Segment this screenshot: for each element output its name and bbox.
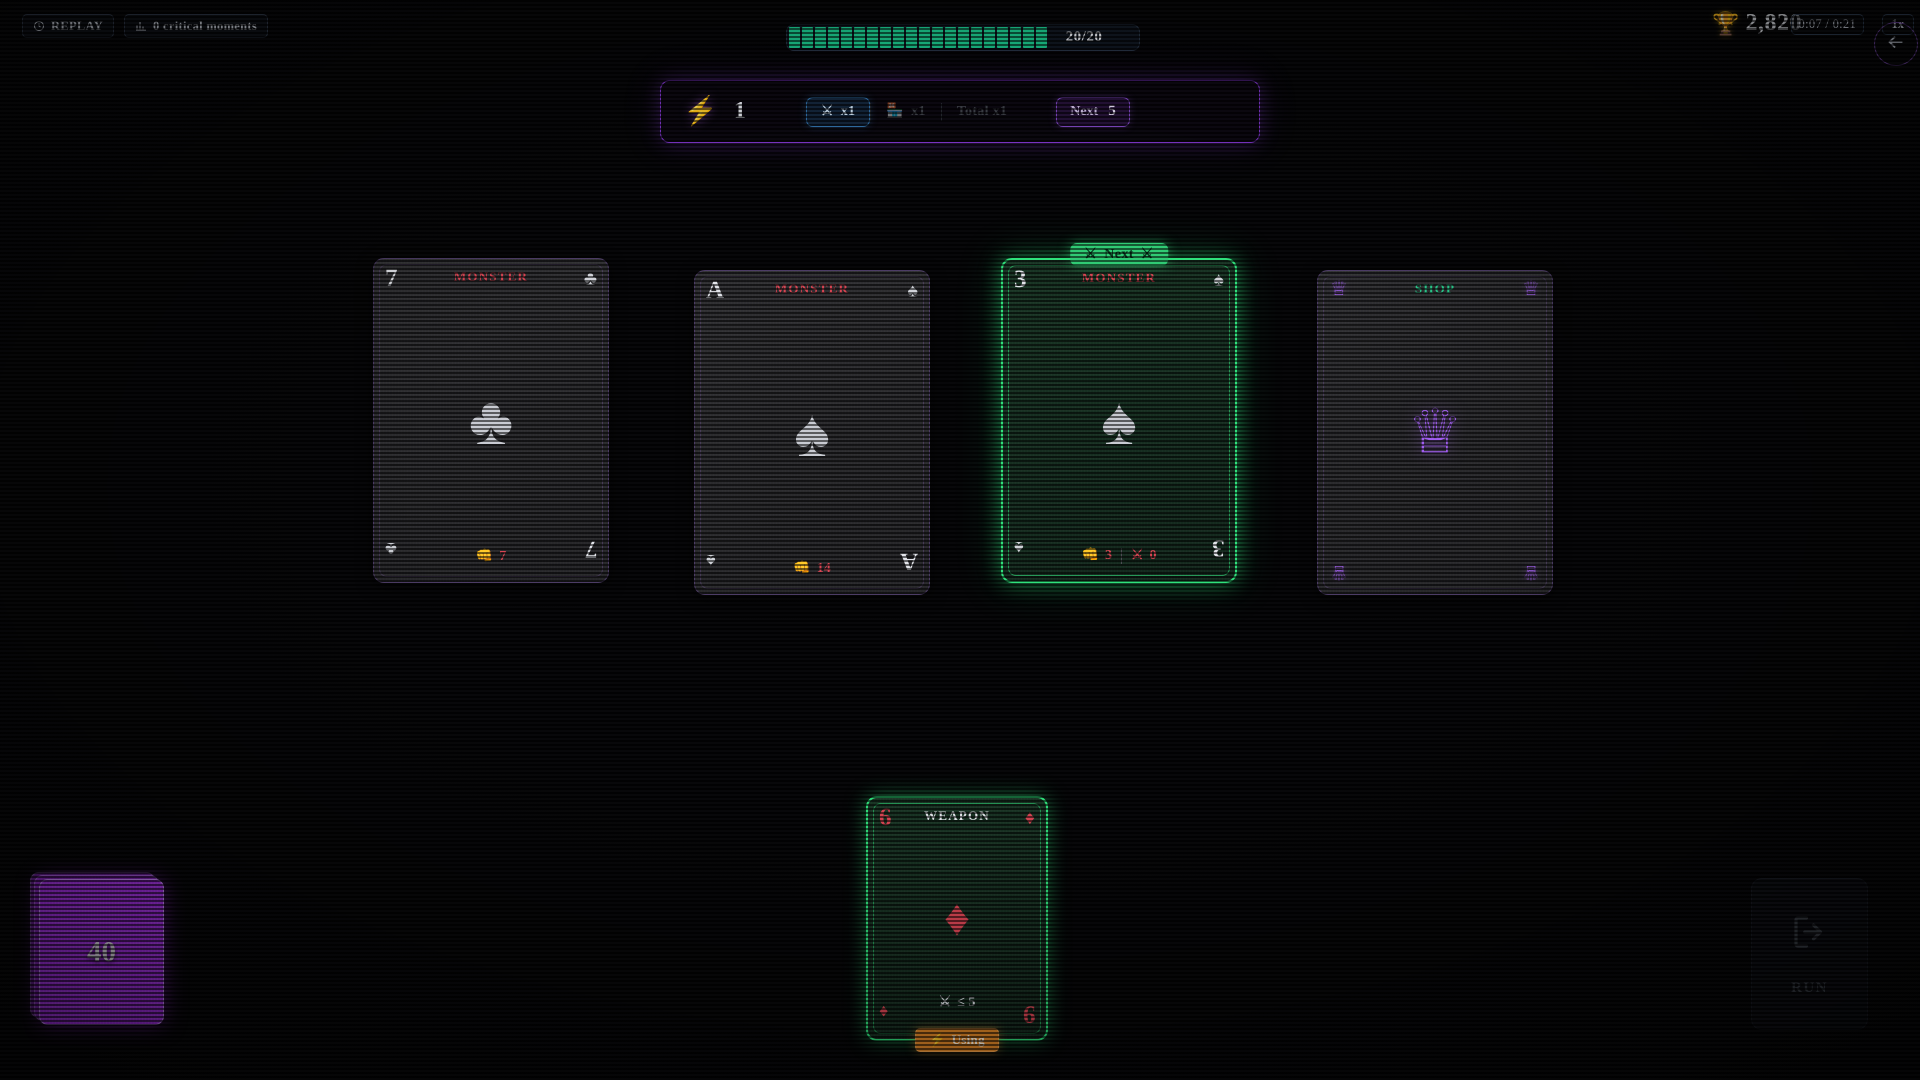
crown-icon: ♕ bbox=[1407, 398, 1463, 467]
divider bbox=[1120, 547, 1122, 564]
lightning-bolt-icon: ⚡ bbox=[929, 1032, 946, 1047]
weapon-using-badge: ⚡ Using bbox=[915, 1028, 999, 1052]
multiplier-slot-combat-label: x1 bbox=[840, 103, 856, 119]
fist-damage-icon: 👊 bbox=[475, 549, 494, 564]
health-segment bbox=[841, 27, 852, 48]
health-segment bbox=[945, 27, 956, 48]
room-card-1[interactable]: 7 MONSTER ♣ ♣ ♣ 7 👊 7 bbox=[373, 258, 609, 583]
run-label: RUN bbox=[1791, 980, 1828, 996]
health-segment bbox=[828, 27, 839, 48]
health-segment bbox=[971, 27, 982, 48]
score-group: 🏆 2,820 bbox=[1712, 10, 1802, 37]
next-multiplier-label: Next bbox=[1070, 103, 1099, 119]
fist-damage-icon: 👊 bbox=[1081, 548, 1099, 563]
card-stats: 👊 7 bbox=[374, 548, 608, 565]
fist-damage-icon: 👊 bbox=[793, 561, 811, 576]
top-left-buttons: REPLAY 0 critical moments bbox=[22, 14, 269, 38]
room-card-3[interactable]: ⚔ Next ⚔ 3 MONSTER ♠ ♠ ♠ 3 👊 3 ⚔ 0 bbox=[1001, 243, 1237, 583]
multiplier-slot-total: Total x1 bbox=[942, 97, 1023, 127]
health-segment bbox=[867, 27, 878, 48]
sword-icon: ⚔ bbox=[938, 995, 952, 1010]
next-multiplier-slot[interactable]: Next 5 bbox=[1056, 96, 1130, 127]
health-bar-fill bbox=[787, 25, 1047, 50]
multiplier-slot-shop[interactable]: 🏪 x1 bbox=[871, 97, 940, 127]
health-segment bbox=[802, 27, 813, 48]
clock-icon bbox=[33, 20, 45, 32]
multiplier-slots: ⚔ x1 🏪 x1 Total x1 bbox=[805, 96, 1023, 127]
weapon-stats: ⚔ ≤ 5 bbox=[868, 994, 1046, 1011]
health-segment bbox=[1010, 27, 1021, 48]
health-bar: 20/20 bbox=[786, 24, 1140, 51]
multiplier-slot-shop-label: x1 bbox=[911, 103, 926, 119]
deck-stack[interactable]: 40 bbox=[30, 872, 166, 1032]
spades-icon: ♠ bbox=[1100, 382, 1138, 459]
critical-moments-button[interactable]: 0 critical moments bbox=[124, 14, 269, 38]
run-button[interactable]: RUN bbox=[1751, 878, 1868, 1030]
multiplier-bolt-value: 1 bbox=[733, 98, 746, 124]
room-card-2[interactable]: A MONSTER ♠ ♠ ♠ A 👊 14 bbox=[694, 270, 930, 595]
card-stats: 👊 3 ⚔ 0 bbox=[1003, 547, 1235, 564]
lightning-bolt-icon: ⚡ bbox=[683, 95, 718, 127]
clubs-icon: ♣ bbox=[468, 382, 514, 459]
health-segment bbox=[984, 27, 995, 48]
card-stats: 👊 14 bbox=[695, 560, 929, 577]
exit-arrow-icon bbox=[1789, 911, 1831, 958]
health-segment bbox=[854, 27, 865, 48]
health-segment bbox=[932, 27, 943, 48]
card-weapon-value: 0 bbox=[1149, 547, 1157, 563]
health-segment bbox=[893, 27, 904, 48]
deck-count: 40 bbox=[87, 935, 116, 968]
health-segment bbox=[880, 27, 891, 48]
health-bar-text: 20/20 bbox=[1065, 29, 1103, 45]
weapon-limit-value: ≤ 5 bbox=[957, 994, 976, 1010]
spades-icon: ♠ bbox=[793, 394, 831, 471]
health-segment bbox=[958, 27, 969, 48]
multiplier-slot-total-label: Total x1 bbox=[956, 103, 1008, 119]
health-segment bbox=[997, 27, 1008, 48]
top-bar: REPLAY 0 critical moments 20/20 🏆 2,820 … bbox=[0, 0, 1920, 66]
weapon-card[interactable]: 6 WEAPON ♦ ♦ ♦ 9 ⚔ ≤ 5 ⚡ Using bbox=[866, 796, 1048, 1052]
shop-house-icon: 🏪 bbox=[886, 104, 905, 119]
back-arrow-icon bbox=[1885, 31, 1907, 58]
weapon-using-label: Using bbox=[951, 1032, 985, 1047]
bar-chart-icon bbox=[135, 20, 147, 32]
next-multiplier-value: 5 bbox=[1108, 103, 1116, 119]
health-segment bbox=[919, 27, 930, 48]
sword-icon: ⚔ bbox=[1130, 548, 1144, 563]
trophy-icon: 🏆 bbox=[1712, 10, 1740, 36]
timer-display: 0:07 / 0:21 bbox=[1790, 14, 1864, 35]
card-damage-value: 3 bbox=[1104, 547, 1112, 563]
card-damage-value: 7 bbox=[499, 548, 507, 564]
replay-button[interactable]: REPLAY bbox=[22, 14, 115, 38]
health-segment bbox=[815, 27, 826, 48]
card-damage-value: 14 bbox=[816, 560, 831, 576]
back-button[interactable] bbox=[1874, 22, 1918, 66]
crossed-swords-icon: ⚔ bbox=[820, 104, 834, 119]
critical-moments-label: 0 critical moments bbox=[153, 18, 258, 33]
room-card-4-shop[interactable]: SHOP ♕ ♕ ♕ ♕ ♕ bbox=[1317, 270, 1553, 595]
multiplier-slot-combat[interactable]: ⚔ x1 bbox=[805, 96, 871, 127]
replay-label: REPLAY bbox=[51, 18, 104, 33]
multiplier-panel: ⚡ 1 ⚔ x1 🏪 x1 Total x1 Next 5 bbox=[660, 80, 1260, 143]
health-segment bbox=[906, 27, 917, 48]
health-segment bbox=[789, 27, 800, 48]
